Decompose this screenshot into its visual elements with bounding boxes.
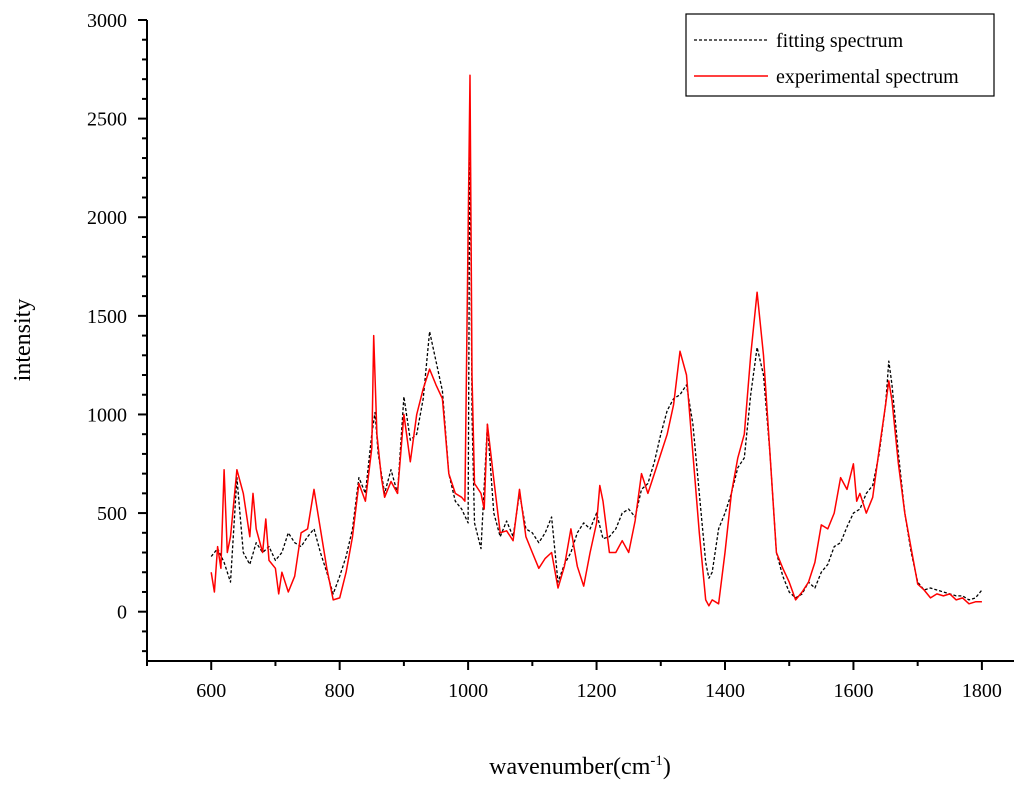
experimental-spectrum-line [210,74,982,607]
x-axis-label-close: ) [663,754,671,780]
x-tick-label: 1000 [448,680,488,702]
legend: fitting spectrum experimental spectrum [685,13,995,97]
legend-label: fitting spectrum [776,30,904,52]
legend-label: experimental spectrum [776,66,959,88]
x-tick-label: 1600 [833,680,873,702]
y-tick-label: 1500 [87,306,127,328]
y-tick-label: 1000 [87,404,127,426]
x-tick-label: 600 [196,680,226,702]
fitting-spectrum-line [210,108,983,601]
x-axis-label-superscript: -1 [650,753,663,769]
x-axis-label-main: wavenumber(cm [489,754,651,780]
y-tick-label: 3000 [87,10,127,32]
y-tick-label: 500 [97,503,127,525]
y-tick-label: 2500 [87,109,127,131]
y-axis-label: intensity [10,299,36,382]
y-tick-label: 0 [117,602,127,624]
x-tick-label: 1400 [705,680,745,702]
axes-group [146,20,1014,662]
y-tick-label: 2000 [87,207,127,229]
x-tick-label: 1200 [577,680,617,702]
legend-box [685,13,995,97]
ticks-group: 600 800 1000 1200 1400 1600 1800 0 500 1000 1500 20… [87,10,1002,702]
series-group [210,74,983,607]
x-tick-label: 800 [325,680,355,702]
x-tick-label: 1800 [962,680,1002,702]
x-axis-label: wavenumber(cm-1) [489,753,671,780]
